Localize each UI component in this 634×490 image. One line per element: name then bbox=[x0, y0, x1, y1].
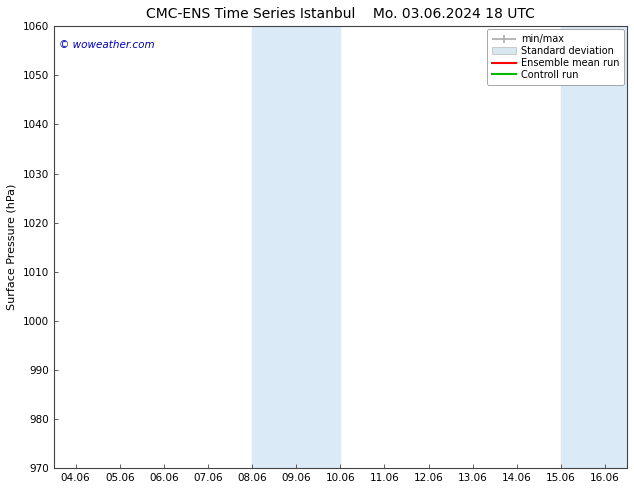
Legend: min/max, Standard deviation, Ensemble mean run, Controll run: min/max, Standard deviation, Ensemble me… bbox=[487, 29, 624, 85]
Text: © woweather.com: © woweather.com bbox=[60, 40, 155, 49]
Title: CMC-ENS Time Series Istanbul    Mo. 03.06.2024 18 UTC: CMC-ENS Time Series Istanbul Mo. 03.06.2… bbox=[146, 7, 534, 21]
Bar bbox=[561, 26, 627, 468]
Y-axis label: Surface Pressure (hPa): Surface Pressure (hPa) bbox=[7, 184, 17, 311]
Bar bbox=[252, 26, 340, 468]
